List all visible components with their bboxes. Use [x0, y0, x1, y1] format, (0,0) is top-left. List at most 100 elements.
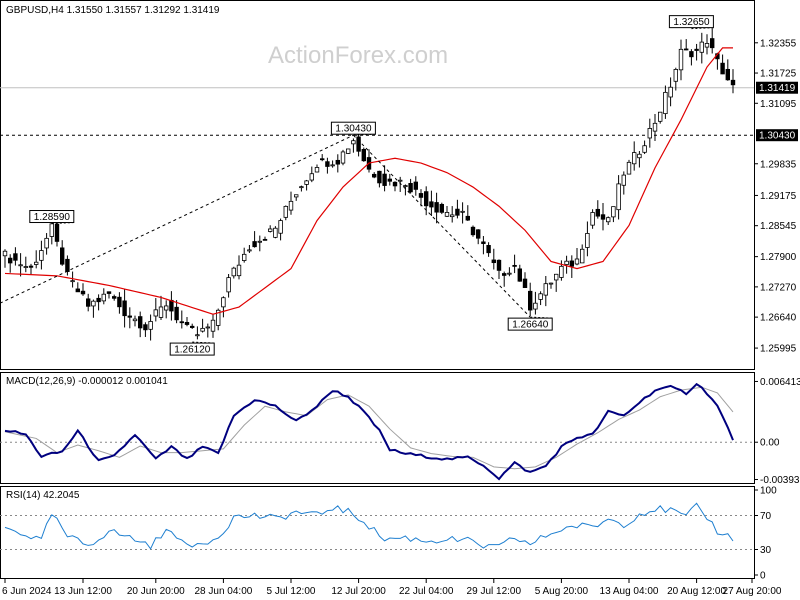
candle-body [590, 212, 595, 226]
candle-body [418, 193, 424, 198]
candle-body [652, 122, 658, 132]
candle-body [226, 277, 231, 293]
candle-body [606, 217, 611, 223]
candle-body [616, 183, 621, 211]
candle-body [91, 300, 96, 307]
price-tick-label: 1.32355 [760, 38, 797, 49]
candle-body [673, 69, 678, 82]
candle-body [195, 334, 200, 337]
candle-body [18, 264, 23, 267]
candle-body [345, 148, 351, 154]
x-tick-label: 5 Aug 20:00 [535, 586, 589, 597]
candle-body [678, 48, 684, 71]
price-label-text: 1.32650 [673, 17, 710, 28]
candle-body [408, 183, 413, 193]
candle-body [304, 180, 309, 185]
level-line-label: 1.30430 [759, 131, 796, 142]
candle-body [423, 191, 429, 207]
x-tick-label: 22 Jul 04:00 [399, 586, 454, 597]
candle-body [392, 181, 398, 187]
candle-body [132, 318, 138, 322]
price-label-text: 1.26640 [512, 320, 549, 331]
rsi-tick-label: 30 [760, 545, 772, 556]
rsi-tick-label: 70 [760, 511, 772, 522]
last-price-tag [756, 81, 798, 94]
candle-body [60, 247, 65, 265]
candle-body [257, 240, 262, 243]
candle-body [434, 202, 439, 213]
candle-body [501, 273, 507, 276]
macd-tick-label: 0.006413 [760, 377, 800, 388]
candle-body [184, 321, 190, 325]
level-line-tag [756, 129, 798, 142]
candle-body [694, 48, 699, 51]
candle-body [668, 86, 673, 98]
candle-body [13, 253, 18, 261]
price-tick-label: 1.26640 [760, 313, 797, 324]
candlestick-series [2, 28, 736, 341]
candle-body [309, 173, 314, 181]
price-tick-label: 1.29175 [760, 191, 797, 202]
candle-body [189, 325, 195, 328]
macd-main-line [4, 382, 734, 481]
x-tick-label: 13 Jun 12:00 [54, 586, 112, 597]
price-label-box [29, 210, 75, 224]
candle-body [475, 229, 481, 239]
candle-body [689, 51, 694, 58]
candle-body [382, 173, 387, 186]
candle-body [486, 245, 491, 254]
price-label-box [330, 121, 376, 135]
candle-body [205, 326, 210, 329]
candle-body [86, 298, 91, 307]
candle-body [158, 306, 164, 318]
candle-body [117, 296, 122, 308]
macd-header: MACD(12,26,9) -0.000012 0.001041 [6, 376, 168, 387]
candle-body [595, 208, 600, 217]
candle-body [522, 278, 528, 288]
price-tick-label: 1.31095 [760, 99, 797, 110]
candle-body [351, 140, 356, 145]
candle-body [439, 203, 444, 213]
candle-body [252, 241, 257, 248]
candle-body [34, 261, 39, 265]
candle-body [470, 226, 476, 236]
candle-body [512, 264, 517, 267]
candle-body [273, 227, 278, 238]
x-tick-label: 20 Jun 20:00 [127, 586, 185, 597]
candle-body [559, 265, 564, 278]
candle-body [70, 280, 75, 283]
candle-body [122, 300, 127, 317]
candle-body [413, 181, 418, 190]
price-tick-label: 1.27270 [760, 282, 797, 293]
candle-body [143, 324, 148, 331]
candle-body [600, 214, 606, 220]
candle-body [283, 205, 288, 218]
candle-body [200, 327, 205, 332]
price-tick-label: 1.31725 [760, 69, 797, 80]
candle-body [543, 283, 548, 296]
candle-body [460, 210, 465, 213]
price-label-text: 1.26120 [174, 345, 211, 356]
x-tick-label: 29 Jul 12:00 [467, 586, 522, 597]
candle-body [658, 111, 663, 122]
macd-tick-label: 0.00 [760, 438, 780, 449]
candle-body [49, 223, 54, 237]
candle-body [267, 228, 273, 232]
candle-body [725, 68, 730, 81]
candle-body [23, 266, 28, 268]
candle-body [449, 214, 455, 218]
price-tick-label: 1.27900 [760, 252, 797, 263]
candle-body [179, 321, 184, 324]
candle-body [387, 178, 392, 182]
candle-body [569, 260, 574, 267]
candle-body [621, 174, 626, 186]
candle-body [403, 185, 408, 187]
candle-body [221, 297, 226, 308]
candle-body [262, 238, 268, 241]
candle-body [699, 41, 704, 53]
rsi-tick-label: 0 [760, 571, 766, 582]
candle-body [75, 288, 80, 293]
candle-body [80, 290, 86, 295]
rsi-line [4, 502, 734, 550]
